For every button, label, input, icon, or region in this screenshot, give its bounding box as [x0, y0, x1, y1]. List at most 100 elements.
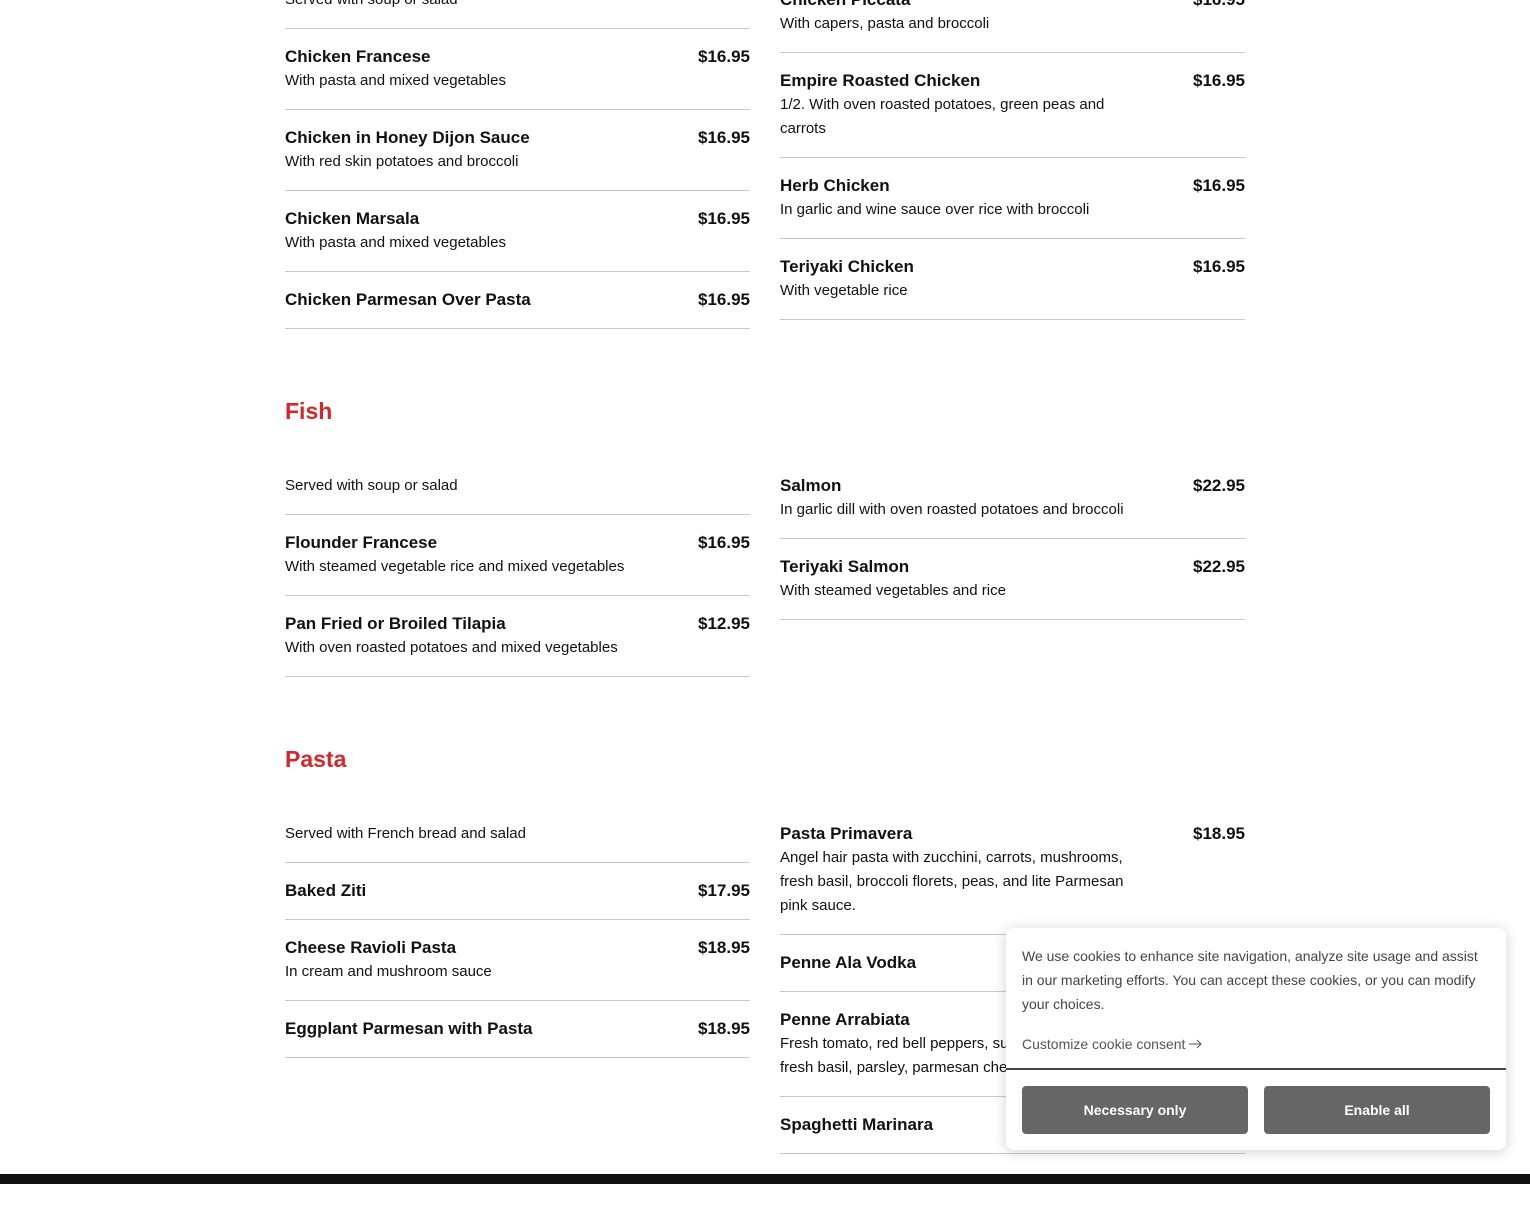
item-description: With oven roasted potatoes and mixed veg… [285, 639, 618, 656]
columns: Served with soup or salad Flounder France… [285, 474, 1245, 677]
cookie-link-wrap: Customize cookie consent [1022, 1032, 1203, 1056]
item-price: $18.95 [698, 938, 750, 957]
menu-item: Served with soup or salad [285, 474, 750, 515]
item-header: Flounder Francese $16.95 [285, 531, 750, 555]
item-description: Served with French bread and salad [285, 825, 526, 842]
item-description: With pasta and mixed vegetables [285, 234, 506, 251]
menu-section: Served with soup or salad Chicken Frances… [285, 0, 1245, 397]
section-title: Fish [285, 398, 333, 424]
item-price: $16.95 [698, 290, 750, 309]
item-price: $16.95 [698, 209, 750, 228]
item-price: $16.95 [698, 533, 750, 552]
item-description: Fresh tomato, red bell peppers, su [780, 1035, 1009, 1052]
item-name: Chicken Parmesan Over Pasta [285, 290, 531, 309]
column: Salmon $22.95 In garlic dill with oven roa… [780, 474, 1245, 620]
item-description: fresh basil, broccoli florets, peas, and… [780, 873, 1124, 890]
item-description: With capers, pasta and broccoli [780, 15, 990, 32]
item-header: Chicken Marsala $16.95 [285, 207, 750, 231]
item-header: Herb Chicken $16.95 [780, 174, 1245, 198]
menu-item: Chicken Marsala $16.95 With pasta and mixe… [285, 191, 750, 272]
column: Served with French bread and salad Baked … [285, 822, 750, 1058]
section-title: Pasta [285, 746, 347, 772]
item-header: Teriyaki Chicken $16.95 [780, 255, 1245, 279]
item-name: Spaghetti Marinara [780, 1115, 934, 1134]
item-description: In garlic and wine sauce over rice with … [780, 201, 1090, 218]
menu-item: Spaghetti Marinara [780, 1097, 1245, 1154]
item-header: Pasta Primavera $18.95 [780, 822, 1245, 846]
item-name: Salmon [780, 476, 842, 495]
item-description: Angel hair pasta with zucchini, carrots,… [780, 849, 1123, 866]
menu-item: Empire Roasted Chicken $16.95 1/2. With ov… [780, 53, 1245, 158]
item-name: Teriyaki Chicken [780, 257, 914, 276]
menu-item: Served with soup or salad [285, 0, 750, 29]
item-name: Chicken Piccata [780, 0, 910, 12]
menu-item: Teriyaki Salmon $22.95 With steamed vegeta… [780, 539, 1245, 620]
item-name: Penne Arrabiata [780, 1010, 910, 1029]
item-header: Chicken in Honey Dijon Sauce $16.95 [285, 126, 750, 150]
item-header: Empire Roasted Chicken $16.95 [780, 69, 1245, 93]
item-name: Pan Fried or Broiled Tilapia [285, 614, 506, 633]
item-description: Served with soup or salad [285, 0, 750, 12]
columns: Served with soup or salad Chicken Frances… [285, 0, 1245, 329]
item-header: Chicken Parmesan Over Pasta $16.95 [285, 288, 750, 312]
item-price: $17.95 [698, 881, 750, 900]
menu-item: Served with French bread and salad [285, 822, 750, 863]
menu-item: Salmon $22.95 In garlic dill with oven roa… [780, 474, 1245, 539]
item-price: $18.95 [698, 1019, 750, 1038]
item-description: fresh basil, parsley, parmesan chee [780, 1059, 1016, 1076]
columns: Served with French bread and salad Baked … [285, 822, 1245, 1154]
item-description: In cream and mushroom sauce [285, 963, 492, 980]
menu-item: Herb Chicken $16.95 In garlic and wine sau… [780, 158, 1245, 239]
enable-button[interactable]: Enable all [1264, 1086, 1490, 1134]
item-name: Chicken Francese [285, 47, 431, 66]
item-description: With steamed vegetables and rice [780, 582, 1006, 599]
item-header: Baked Ziti $17.95 [285, 879, 750, 903]
item-name: Cheese Ravioli Pasta [285, 938, 457, 957]
menu-section: Pasta Served with French bread and salad B… [285, 745, 1245, 1222]
item-header: Eggplant Parmesan with Pasta $18.95 [285, 1017, 750, 1041]
item-name: Penne Ala Vodka [780, 953, 917, 972]
arrow-icon [1189, 1039, 1203, 1049]
item-description: 1/2. With oven roasted potatoes, green p… [780, 96, 1105, 113]
menu-item: Chicken Piccata $16.95 With capers, pasta … [780, 0, 1245, 53]
item-name: Chicken Marsala [285, 209, 420, 228]
footer [0, 1174, 1530, 1184]
item-price: $16.95 [1193, 176, 1245, 195]
item-name: Pasta Primavera [780, 824, 913, 843]
item-header: Penne Arrabiata [780, 1008, 1245, 1032]
item-header: Pan Fried or Broiled Tilapia $12.95 [285, 612, 750, 636]
menu-item: Chicken Francese $16.95 With pasta and mix… [285, 29, 750, 110]
item-description: With pasta and mixed vegetables [285, 72, 506, 89]
cookie-text: We use cookies to enhance site navigatio… [1022, 948, 1478, 1012]
menu-item: Baked Ziti $17.95 [285, 863, 750, 920]
item-price: $16.95 [698, 47, 750, 66]
cookie-banner: We use cookies to enhance site navigatio… [1006, 928, 1506, 1150]
item-name: Chicken in Honey Dijon Sauce [285, 128, 530, 147]
column: Served with soup or salad Chicken Frances… [285, 0, 750, 329]
menu-item: Cheese Ravioli Pasta $18.95 In cream and m… [285, 920, 750, 1001]
item-description: In garlic dill with oven roasted potatoe… [780, 501, 1124, 518]
necessary-button[interactable]: Necessary only [1022, 1086, 1248, 1134]
item-price: $16.95 [698, 128, 750, 147]
item-price: $16.95 [1193, 71, 1245, 90]
item-header: Teriyaki Salmon $22.95 [780, 555, 1245, 579]
item-description: With red skin potatoes and broccoli [285, 153, 519, 170]
item-description: pink sauce. [780, 897, 856, 914]
menu-item: Teriyaki Chicken $16.95 With vegetable ric… [780, 239, 1245, 320]
item-description: Served with soup or salad [285, 477, 458, 494]
item-description: carrots [780, 120, 826, 137]
menu-item: Chicken Parmesan Over Pasta $16.95 [285, 272, 750, 329]
item-description: With steamed vegetable rice and mixed ve… [285, 558, 625, 575]
item-header: Chicken Piccata $16.95 [780, 0, 1245, 12]
menu-item: Pasta Primavera $18.95 Angel hair pasta wi… [780, 822, 1245, 935]
customize-link[interactable]: Customize cookie consent [1022, 1036, 1186, 1052]
item-price: $12.95 [698, 614, 750, 633]
menu-section: Fish Served with soup or salad Flounder Fr… [285, 397, 1245, 745]
menu-item: Eggplant Parmesan with Pasta $18.95 [285, 1001, 750, 1058]
item-price: $18.95 [1193, 824, 1245, 843]
item-header: Spaghetti Marinara [780, 1113, 1245, 1137]
item-price: $22.95 [1193, 557, 1245, 576]
column: Chicken Piccata $16.95 With capers, pasta … [780, 0, 1245, 320]
divider [1006, 1068, 1506, 1070]
item-description: With vegetable rice [780, 282, 908, 299]
